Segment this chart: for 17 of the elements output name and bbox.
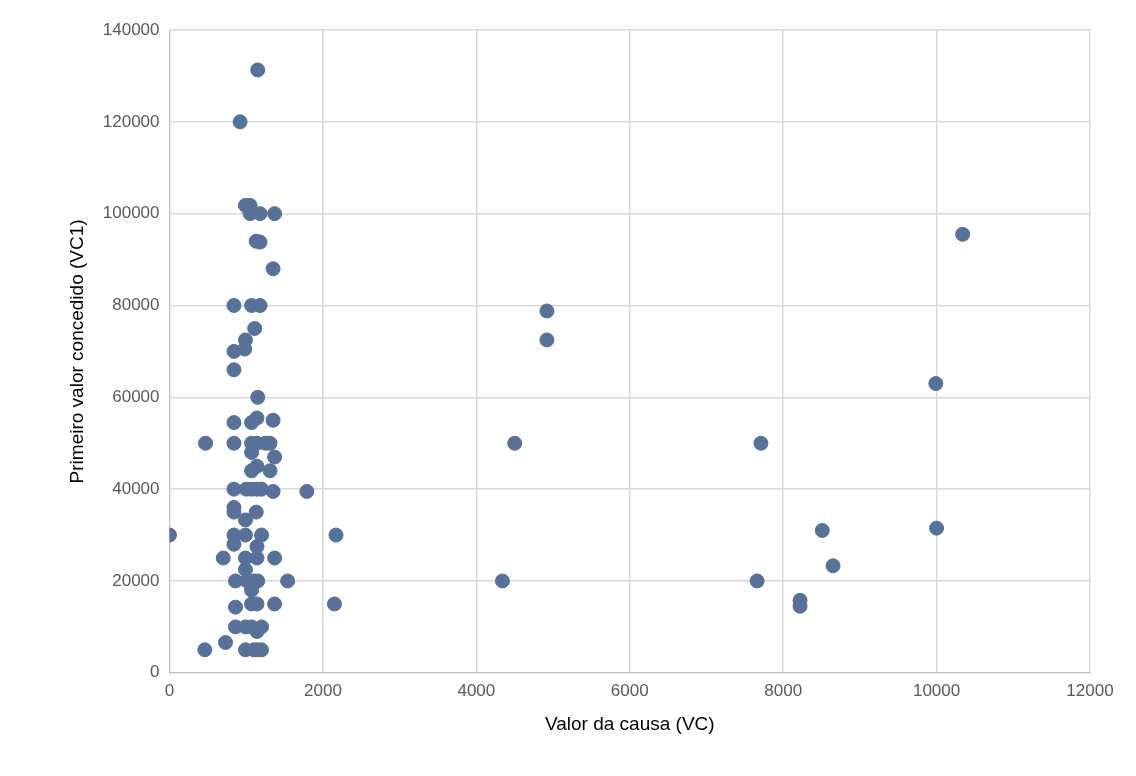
y-tick-label: 100000 — [102, 203, 160, 223]
x-tick-label: 10000 — [912, 680, 961, 700]
y-tick-label: 140000 — [102, 19, 160, 39]
y-tick-label: 0 — [150, 662, 160, 682]
x-tick-label: 2000 — [304, 680, 342, 700]
y-tick-label: 60000 — [112, 387, 160, 406]
x-tick-label: 12000 — [1066, 680, 1114, 700]
x-tick-label: 8000 — [764, 680, 803, 700]
y-axis-title: Primeiro valor concedido (VC1) — [65, 219, 87, 484]
y-tick-label: 80000 — [112, 295, 160, 315]
y-tick-label: 40000 — [112, 478, 160, 498]
x-tick-label: 0 — [164, 680, 175, 700]
x-tick-label: 6000 — [610, 680, 649, 700]
y-tick-label: 120000 — [102, 111, 160, 131]
x-axis-title: Valor da causa (VC) — [544, 712, 715, 734]
x-tick-label: 4000 — [457, 680, 496, 700]
y-tick-label: 20000 — [112, 570, 160, 590]
